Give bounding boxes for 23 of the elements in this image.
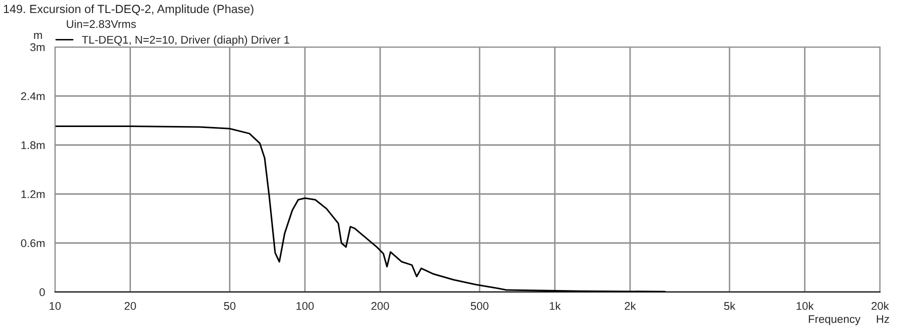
chart-subtitle: Uin=2.83Vrms [66, 20, 136, 28]
chart-title: 149. Excursion of TL-DEQ-2, Amplitude (Phase) [4, 4, 254, 16]
x-tick-label: 200 [371, 302, 389, 310]
x-axis-title: Frequency [808, 315, 860, 326]
x-tick-label: 10k [796, 302, 814, 310]
x-tick-label: 2k [624, 302, 636, 310]
y-axis-title: m [34, 32, 42, 39]
y-tick-label: 0 [40, 288, 45, 296]
y-tick-label: 1.2m [21, 190, 45, 198]
x-tick-label: 100 [296, 302, 314, 310]
x-tick-label: 1k [550, 302, 561, 310]
x-tick-label: 5k [724, 302, 736, 310]
y-tick-label: 0.6m [21, 239, 45, 248]
x-tick-label: 50 [224, 302, 236, 310]
x-tick-label: 20k [872, 302, 889, 310]
x-tick-label: 10 [50, 302, 61, 310]
y-tick-label: 2.4m [21, 92, 45, 100]
x-tick-label: 500 [470, 302, 488, 310]
y-tick-label: 3m [30, 43, 45, 52]
text: TL-DEQ1, N=2=10, Driver (diaph) Driver 1 [82, 36, 290, 46]
y-tick-label: 1.8m [21, 141, 45, 150]
x-tick-label: 20 [124, 302, 136, 310]
text: Hz [876, 315, 890, 323]
